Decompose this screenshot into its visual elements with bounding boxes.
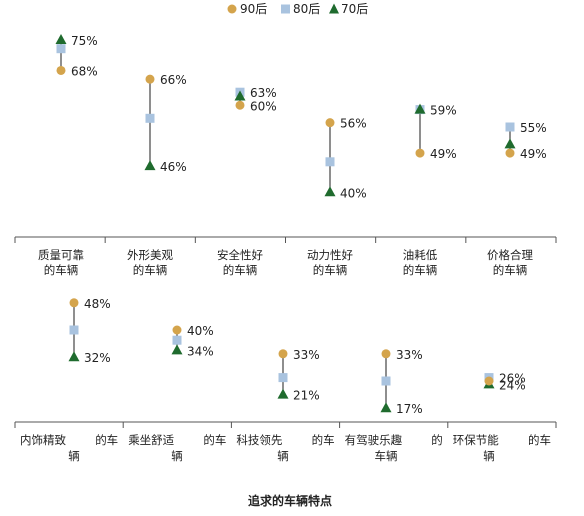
point-90 bbox=[235, 100, 245, 110]
point-70 bbox=[414, 103, 426, 114]
category-label: 的车辆 bbox=[313, 263, 348, 277]
legend: 90后 80后 70后 bbox=[227, 2, 368, 16]
category-label: 的车 bbox=[95, 433, 118, 447]
data-label: 66% bbox=[160, 73, 187, 87]
data-label: 24% bbox=[499, 378, 526, 392]
point-70 bbox=[144, 160, 156, 171]
point-90 bbox=[56, 65, 66, 75]
category-label: 的车辆 bbox=[44, 263, 79, 277]
data-label: 33% bbox=[396, 348, 423, 362]
point-90 bbox=[325, 118, 335, 128]
data-label: 46% bbox=[160, 160, 187, 174]
point-70 bbox=[277, 388, 289, 399]
data-label: 26% bbox=[499, 372, 526, 386]
category-label: 的 bbox=[431, 433, 443, 447]
data-label: 63% bbox=[250, 86, 277, 100]
category-label: 质量可靠 bbox=[38, 248, 84, 262]
category-label: 辆 bbox=[277, 449, 289, 463]
point-90 bbox=[381, 349, 391, 359]
category-label: 的车 bbox=[312, 433, 335, 447]
data-label: 33% bbox=[293, 348, 320, 362]
category-label: 的车辆 bbox=[403, 263, 438, 277]
point-90 bbox=[69, 298, 79, 308]
point-80 bbox=[56, 44, 66, 54]
category-label: 的车辆 bbox=[223, 263, 258, 277]
data-label: 34% bbox=[187, 344, 214, 358]
category-label: 的车辆 bbox=[133, 263, 168, 277]
point-90 bbox=[484, 376, 494, 386]
category-label: 辆 bbox=[171, 449, 183, 463]
category-label: 的车辆 bbox=[493, 263, 528, 277]
category-label: 外形美观 bbox=[127, 248, 173, 262]
point-80 bbox=[505, 122, 515, 132]
category-label: 辆 bbox=[68, 449, 80, 463]
category-label: 内饰精致 bbox=[20, 433, 66, 447]
data-label: 17% bbox=[396, 402, 423, 416]
point-90 bbox=[415, 148, 425, 158]
data-label: 32% bbox=[84, 351, 111, 365]
point-70 bbox=[234, 90, 246, 101]
data-label: 55% bbox=[520, 121, 547, 135]
plot-area: 75%68%质量可靠的车辆66%46%外形美观的车辆63%60%安全性好的车辆5… bbox=[14, 34, 557, 463]
point-90 bbox=[278, 349, 288, 359]
point-80 bbox=[381, 376, 391, 386]
point-80 bbox=[278, 373, 288, 383]
point-90 bbox=[145, 74, 155, 84]
data-label: 56% bbox=[340, 117, 367, 131]
point-70 bbox=[55, 34, 67, 44]
data-label: 68% bbox=[71, 64, 98, 78]
point-70 bbox=[68, 351, 80, 362]
legend-label-80: 80后 bbox=[293, 2, 320, 16]
category-label: 安全性好 bbox=[217, 248, 263, 262]
point-70 bbox=[380, 402, 392, 413]
point-70 bbox=[504, 138, 516, 149]
data-label: 49% bbox=[520, 147, 547, 161]
category-label: 辆 bbox=[483, 449, 495, 463]
data-label: 48% bbox=[84, 297, 111, 311]
legend-marker-70 bbox=[329, 3, 339, 14]
point-90 bbox=[172, 325, 182, 335]
category-label: 乘坐舒适 bbox=[128, 433, 174, 447]
category-label: 油耗低 bbox=[403, 248, 438, 262]
category-label: 有驾驶乐趣 bbox=[345, 433, 403, 447]
point-90 bbox=[505, 148, 515, 158]
data-label: 59% bbox=[430, 104, 457, 118]
data-label: 40% bbox=[187, 324, 214, 338]
chart-title: 追求的车辆特点 bbox=[248, 493, 332, 508]
point-80 bbox=[69, 325, 79, 335]
data-label: 49% bbox=[430, 147, 457, 161]
category-label: 环保节能 bbox=[453, 433, 499, 447]
category-label: 动力性好 bbox=[307, 248, 353, 262]
category-label: 价格合理 bbox=[487, 248, 533, 262]
category-label: 的车 bbox=[528, 433, 551, 447]
data-label: 21% bbox=[293, 389, 320, 403]
point-80 bbox=[172, 335, 182, 345]
data-label: 75% bbox=[71, 34, 98, 48]
point-70 bbox=[171, 344, 183, 355]
category-label: 科技领先 bbox=[236, 433, 282, 447]
data-label: 40% bbox=[340, 186, 367, 200]
legend-marker-80 bbox=[281, 4, 290, 14]
category-label: 车辆 bbox=[375, 449, 398, 463]
legend-label-70: 70后 bbox=[341, 2, 368, 16]
legend-marker-90 bbox=[227, 4, 237, 14]
point-80 bbox=[145, 113, 155, 123]
point-80 bbox=[325, 157, 335, 167]
legend-label-90: 90后 bbox=[240, 2, 267, 16]
point-70 bbox=[324, 186, 336, 197]
data-label: 60% bbox=[250, 99, 277, 113]
category-label: 的车 bbox=[203, 433, 226, 447]
